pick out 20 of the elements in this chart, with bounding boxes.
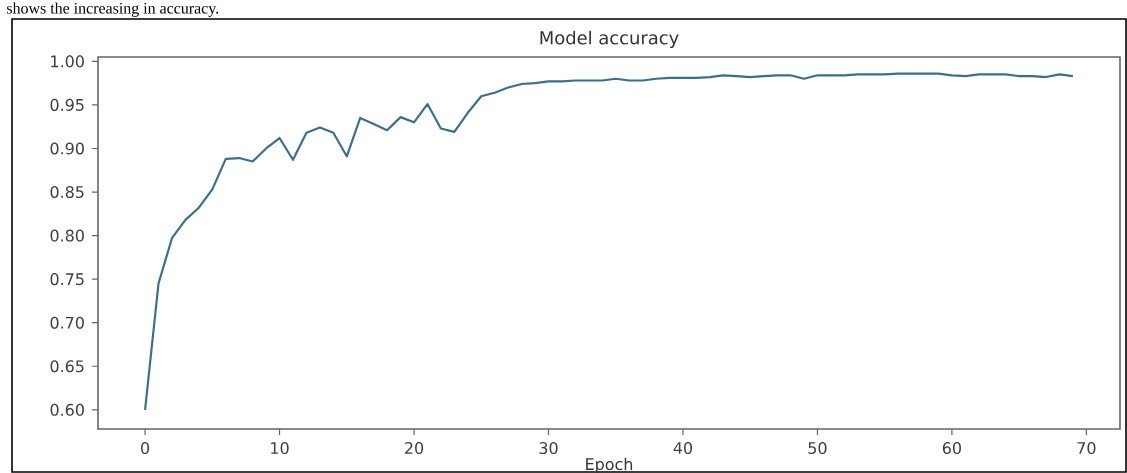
y-tick-label: 0.90 [50, 142, 84, 155]
y-tick-label: 0.75 [50, 273, 84, 286]
x-tick-label: 20 [405, 442, 424, 455]
y-tick-label: 0.95 [50, 98, 84, 111]
x-tick-label: 50 [808, 442, 827, 455]
x-tick-label: 60 [942, 442, 961, 455]
x-tick-label: 10 [271, 442, 289, 455]
y-tick-label: 0.70 [50, 316, 84, 329]
x-tick-label: 40 [673, 442, 693, 455]
y-tick-label: 0.65 [50, 360, 84, 373]
x-tick-label: 70 [1077, 442, 1096, 455]
y-tick-label: 1.00 [51, 55, 84, 68]
y-tick-label: 0.85 [50, 185, 84, 199]
y-tick-label: 0.80 [50, 229, 84, 242]
x-axis-title: Epoch [586, 457, 633, 473]
x-tick-label: 0 [141, 442, 150, 455]
chart-title: Model accuracy [540, 30, 679, 48]
text: shows the increasing in accuracy. [7, 2, 219, 17]
x-tick-label: 30 [539, 442, 558, 455]
y-tick-label: 0.60 [50, 403, 84, 416]
